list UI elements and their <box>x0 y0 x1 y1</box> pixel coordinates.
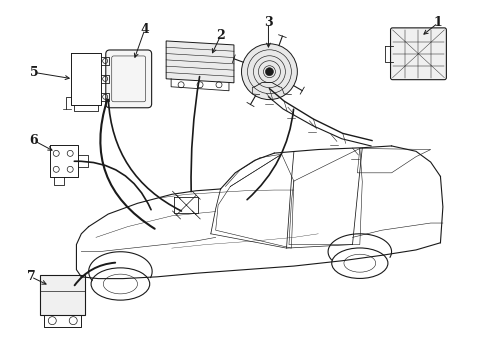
FancyBboxPatch shape <box>391 28 446 80</box>
Polygon shape <box>166 41 234 83</box>
Text: 7: 7 <box>26 270 35 283</box>
FancyBboxPatch shape <box>106 50 151 108</box>
Text: 3: 3 <box>264 17 273 30</box>
Text: 5: 5 <box>29 66 38 79</box>
Text: 4: 4 <box>141 23 149 36</box>
Text: 2: 2 <box>216 29 225 42</box>
Circle shape <box>242 44 297 100</box>
FancyBboxPatch shape <box>40 275 85 315</box>
Text: 6: 6 <box>29 134 38 147</box>
Circle shape <box>266 68 273 76</box>
Text: 1: 1 <box>434 17 442 30</box>
